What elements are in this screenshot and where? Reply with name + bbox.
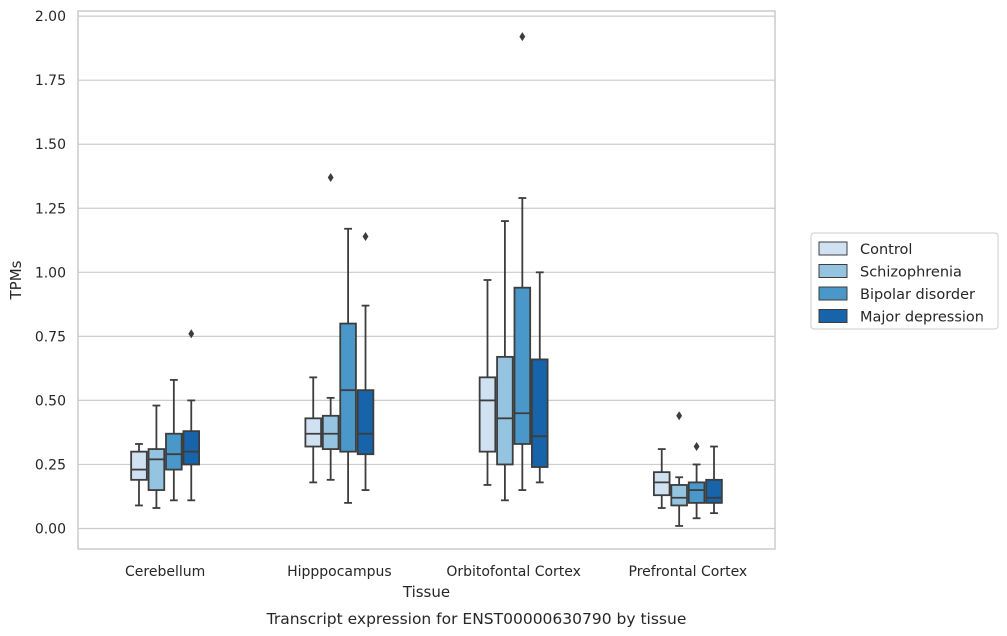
iqr-box [687,481,706,504]
iqr-box [356,389,375,456]
box-groups [130,32,723,527]
legend-label: Schizophrenia [860,265,962,281]
legend-label: Major depression [860,310,984,326]
iqr-box [652,471,671,497]
y-tick-labels: 0.00 0.25 0.50 0.75 1.00 1.25 1.50 1.75 2.00 [35,9,66,537]
x-axis-title: Tissue [402,583,450,601]
outlier-point [519,32,526,42]
box-1-0 [304,376,322,484]
legend-frame [810,232,999,330]
legend-swatch [818,264,848,278]
outlier-point [327,173,334,183]
y-tick-label: 1.75 [35,73,66,89]
iqr-box [339,322,357,453]
iqr-box [531,358,549,468]
y-tick-label: 1.00 [35,265,66,281]
y-axis-title: TPMs [7,260,25,300]
box-2-2 [513,32,532,491]
iqr-box [496,355,514,466]
iqr-box [304,417,322,448]
box-3-3 [705,445,723,515]
legend-swatch [818,286,848,301]
box-2-3 [531,271,549,484]
iqr-box [513,286,532,445]
box-1-2 [339,227,357,504]
box-0-3 [182,329,201,502]
box-2-0 [478,279,497,486]
outlier-point [362,231,369,241]
y-tick-label: 1.50 [35,137,66,153]
x-tick-labels: Cerebellum Hipppocampus Orbitofontal Corte… [125,564,747,580]
x-tick-label: Prefrontal Cortex [629,564,748,580]
box-0-0 [130,443,148,507]
box-2-1 [496,220,514,502]
legend-swatch [818,241,848,256]
y-tick-label: 0.75 [35,329,66,345]
y-tick-label: 1.25 [35,201,66,217]
y-tick-label: 0.00 [35,522,66,538]
box-1-3 [356,231,375,491]
iqr-box [182,430,201,466]
iqr-box [147,448,166,491]
x-tick-label: Hipppocampus [287,564,392,580]
iqr-box [165,432,183,471]
box-3-1 [670,411,688,527]
iqr-box [321,414,340,450]
plot-frame [77,10,776,550]
legend: Control Schizophrenia Bipolar disorder Majo… [810,232,999,330]
box-0-2 [165,379,183,502]
x-tick-label: Cerebellum [125,564,205,580]
box-3-2 [687,442,706,520]
x-tick-label: Orbitofontal Cortex [446,564,581,580]
y-tick-label: 0.25 [35,457,66,473]
y-tick-label: 0.50 [35,393,66,409]
outlier-point [693,442,700,452]
legend-swatch [818,309,848,323]
iqr-box [705,478,723,504]
iqr-box [130,450,148,481]
legend-label: Bipolar disorder [860,287,975,303]
iqr-box [478,376,497,453]
iqr-box [670,484,688,507]
outlier-point [188,329,195,339]
y-tick-label: 2.00 [35,9,66,25]
legend-label: Control [860,242,912,258]
outlier-point [676,411,683,421]
box-3-0 [652,448,671,509]
box-1-1 [321,173,340,481]
box-0-1 [147,404,166,509]
chart-caption: Transcript expression for ENST0000063079… [266,610,687,628]
